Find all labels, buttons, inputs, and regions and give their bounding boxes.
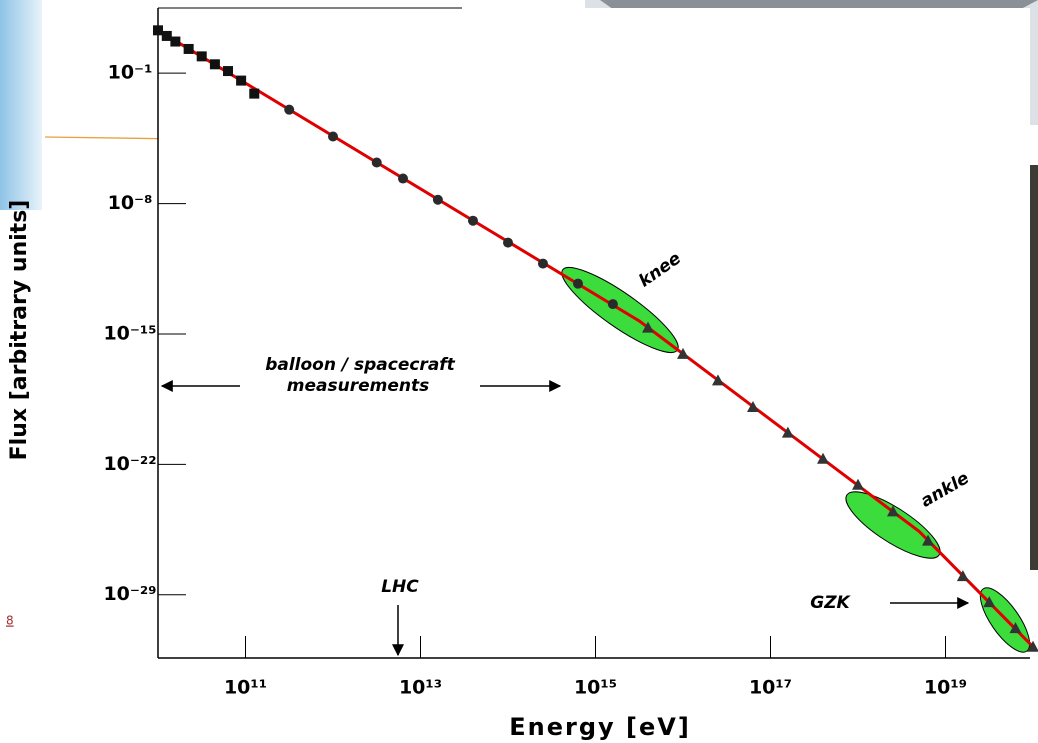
data-point xyxy=(170,36,181,47)
data-point xyxy=(196,51,207,62)
data-point xyxy=(236,75,247,86)
data-point xyxy=(284,104,295,115)
annotation: LHC xyxy=(381,577,419,597)
data-point xyxy=(641,321,654,333)
x-tick-label: 10¹⁹ xyxy=(924,677,967,699)
data-point xyxy=(781,426,794,438)
x-tick-label: 10¹¹ xyxy=(224,677,267,699)
data-point xyxy=(956,570,969,582)
x-tick-label: 10¹⁵ xyxy=(574,677,617,699)
y-tick-label: 10⁻¹⁵ xyxy=(103,322,156,344)
fragment-text: 8 xyxy=(6,614,14,628)
data-point xyxy=(503,237,513,248)
x-tick-label: 10¹³ xyxy=(399,677,442,699)
data-point xyxy=(1027,640,1038,652)
data-point xyxy=(747,400,760,412)
data-point xyxy=(183,43,194,54)
annotation: balloon / spacecraft xyxy=(265,355,455,375)
data-point xyxy=(711,374,724,386)
y-tick-label: 10⁻²² xyxy=(103,453,156,475)
data-point xyxy=(886,505,899,517)
data-point xyxy=(607,299,618,310)
data-point xyxy=(816,452,829,464)
y-axis-title: Flux [arbitrary units] xyxy=(7,200,32,461)
data-point xyxy=(467,215,478,226)
highlight-region xyxy=(845,491,941,559)
data-point xyxy=(537,258,548,269)
data-point xyxy=(398,173,409,184)
data-point xyxy=(983,596,996,608)
data-point xyxy=(922,534,935,546)
data-point xyxy=(852,478,864,490)
data-point xyxy=(371,157,382,168)
data-point xyxy=(223,66,234,77)
plot-background xyxy=(158,8,1030,658)
y-tick-label: 10⁻¹ xyxy=(108,62,153,84)
photo-fragment xyxy=(0,0,42,210)
data-point xyxy=(1009,622,1022,634)
y-tick-label: 10⁻⁸ xyxy=(108,192,153,214)
y-tick-label: 10⁻²⁹ xyxy=(103,583,156,605)
data-point xyxy=(161,30,172,41)
x-axis-title: Energy [eV] xyxy=(509,713,691,741)
data-point xyxy=(328,131,338,142)
x-tick-label: 10¹⁷ xyxy=(749,677,792,699)
annotation: GZK xyxy=(810,593,851,613)
data-point xyxy=(209,59,220,70)
data-point xyxy=(573,278,584,289)
data-point xyxy=(249,88,260,99)
data-point xyxy=(153,25,163,36)
fit-line xyxy=(157,29,1035,648)
data-point xyxy=(677,347,689,359)
annotation: measurements xyxy=(287,376,429,396)
data-point xyxy=(432,194,443,205)
